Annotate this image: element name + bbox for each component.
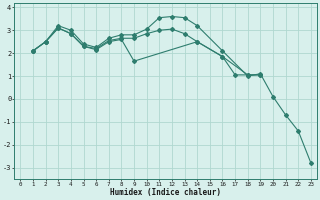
X-axis label: Humidex (Indice chaleur): Humidex (Indice chaleur) — [110, 188, 221, 197]
